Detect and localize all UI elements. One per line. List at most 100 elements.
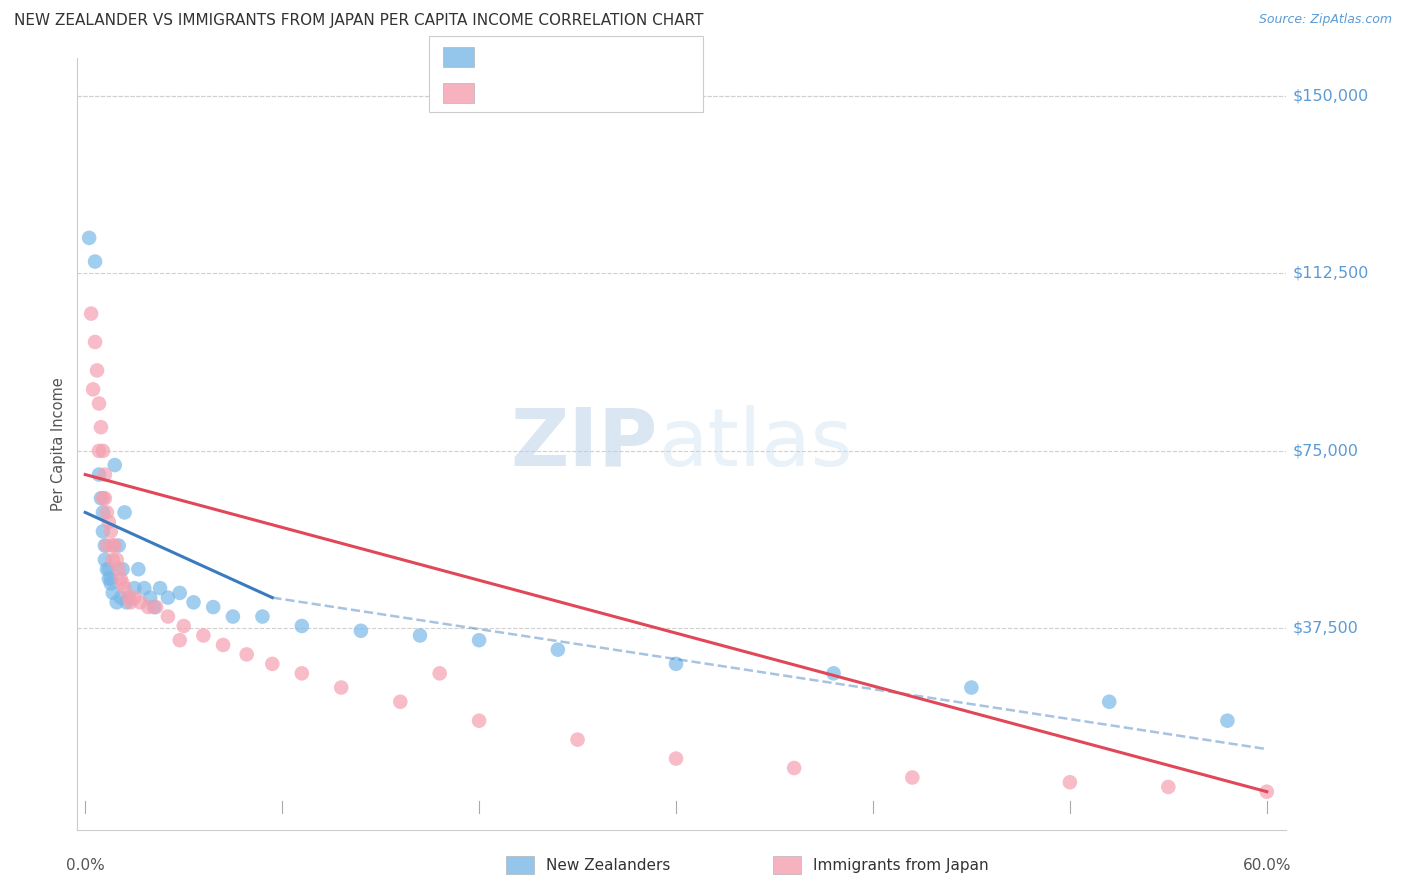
Point [468, 633, 491, 648]
Point [183, 595, 205, 609]
Point [94, 539, 117, 553]
Point [783, 761, 806, 775]
Text: $112,500: $112,500 [1292, 266, 1369, 281]
Text: $75,000: $75,000 [1292, 443, 1358, 458]
Point [120, 595, 142, 609]
Point [94, 553, 117, 567]
Point [330, 681, 353, 695]
Point [212, 638, 235, 652]
Point [139, 591, 162, 605]
Y-axis label: Per Capita Income: Per Capita Income [51, 377, 66, 510]
Point [1098, 695, 1121, 709]
Point [91, 443, 114, 458]
Point [110, 572, 132, 586]
Point [105, 595, 128, 609]
Point [1059, 775, 1081, 789]
Point [84, 334, 107, 349]
Point [110, 591, 132, 605]
Point [901, 771, 924, 785]
Point [124, 591, 146, 605]
Point [101, 586, 124, 600]
Point [90, 491, 112, 506]
Point [101, 539, 124, 553]
Point [169, 633, 191, 648]
Point [145, 600, 167, 615]
Point [96, 505, 118, 519]
Point [91, 491, 114, 506]
Point [149, 581, 172, 595]
Point [97, 562, 120, 576]
Point [100, 524, 122, 539]
Text: -0.167: -0.167 [527, 50, 576, 64]
Point [96, 539, 118, 553]
Point [80, 307, 103, 321]
Text: R =: R = [485, 50, 523, 64]
Point [94, 491, 117, 506]
Point [117, 591, 139, 605]
Point [87, 396, 110, 410]
Text: 48: 48 [616, 86, 636, 100]
Point [96, 562, 118, 576]
Point [115, 595, 138, 609]
Text: 60.0%: 60.0% [1243, 858, 1291, 873]
Text: $37,500: $37,500 [1292, 621, 1358, 636]
Point [97, 515, 120, 529]
Point [409, 628, 432, 642]
Point [389, 695, 412, 709]
Point [665, 657, 688, 671]
Point [104, 458, 127, 472]
Point [1157, 780, 1180, 794]
Point [91, 505, 114, 519]
Point [350, 624, 373, 638]
Point [90, 420, 112, 434]
Point [82, 382, 104, 396]
Point [97, 572, 120, 586]
Point [429, 666, 451, 681]
Point [222, 609, 245, 624]
Point [117, 591, 139, 605]
Point [87, 467, 110, 482]
Point [111, 562, 134, 576]
Text: Source: ZipAtlas.com: Source: ZipAtlas.com [1258, 13, 1392, 27]
Point [124, 581, 146, 595]
Text: atlas: atlas [658, 405, 852, 483]
Text: N =: N = [581, 50, 628, 64]
Text: -0.635: -0.635 [527, 86, 576, 100]
Text: N =: N = [581, 86, 628, 100]
Point [202, 600, 225, 615]
Point [1256, 785, 1278, 799]
Point [252, 609, 274, 624]
Point [105, 553, 128, 567]
Point [468, 714, 491, 728]
Point [291, 619, 314, 633]
Text: R =: R = [485, 86, 523, 100]
Text: ZIP: ZIP [510, 405, 658, 483]
Point [235, 648, 257, 662]
Text: NEW ZEALANDER VS IMMIGRANTS FROM JAPAN PER CAPITA INCOME CORRELATION CHART: NEW ZEALANDER VS IMMIGRANTS FROM JAPAN P… [14, 13, 703, 29]
Point [169, 586, 191, 600]
Point [960, 681, 983, 695]
Point [129, 595, 152, 609]
Point [291, 666, 314, 681]
Text: 44: 44 [616, 50, 636, 64]
Point [127, 562, 149, 576]
Point [114, 581, 136, 595]
Point [823, 666, 845, 681]
Point [156, 609, 179, 624]
Text: New Zealanders: New Zealanders [546, 858, 669, 872]
Point [101, 553, 124, 567]
Point [173, 619, 195, 633]
Point [114, 505, 136, 519]
Point [111, 576, 134, 591]
Point [156, 591, 179, 605]
Point [100, 576, 122, 591]
Point [143, 600, 166, 615]
Point [104, 539, 127, 553]
Point [100, 572, 122, 586]
Text: $150,000: $150,000 [1292, 88, 1369, 103]
Point [86, 363, 108, 377]
Point [77, 231, 100, 245]
Point [107, 562, 129, 576]
Point [107, 539, 129, 553]
Point [665, 751, 688, 765]
